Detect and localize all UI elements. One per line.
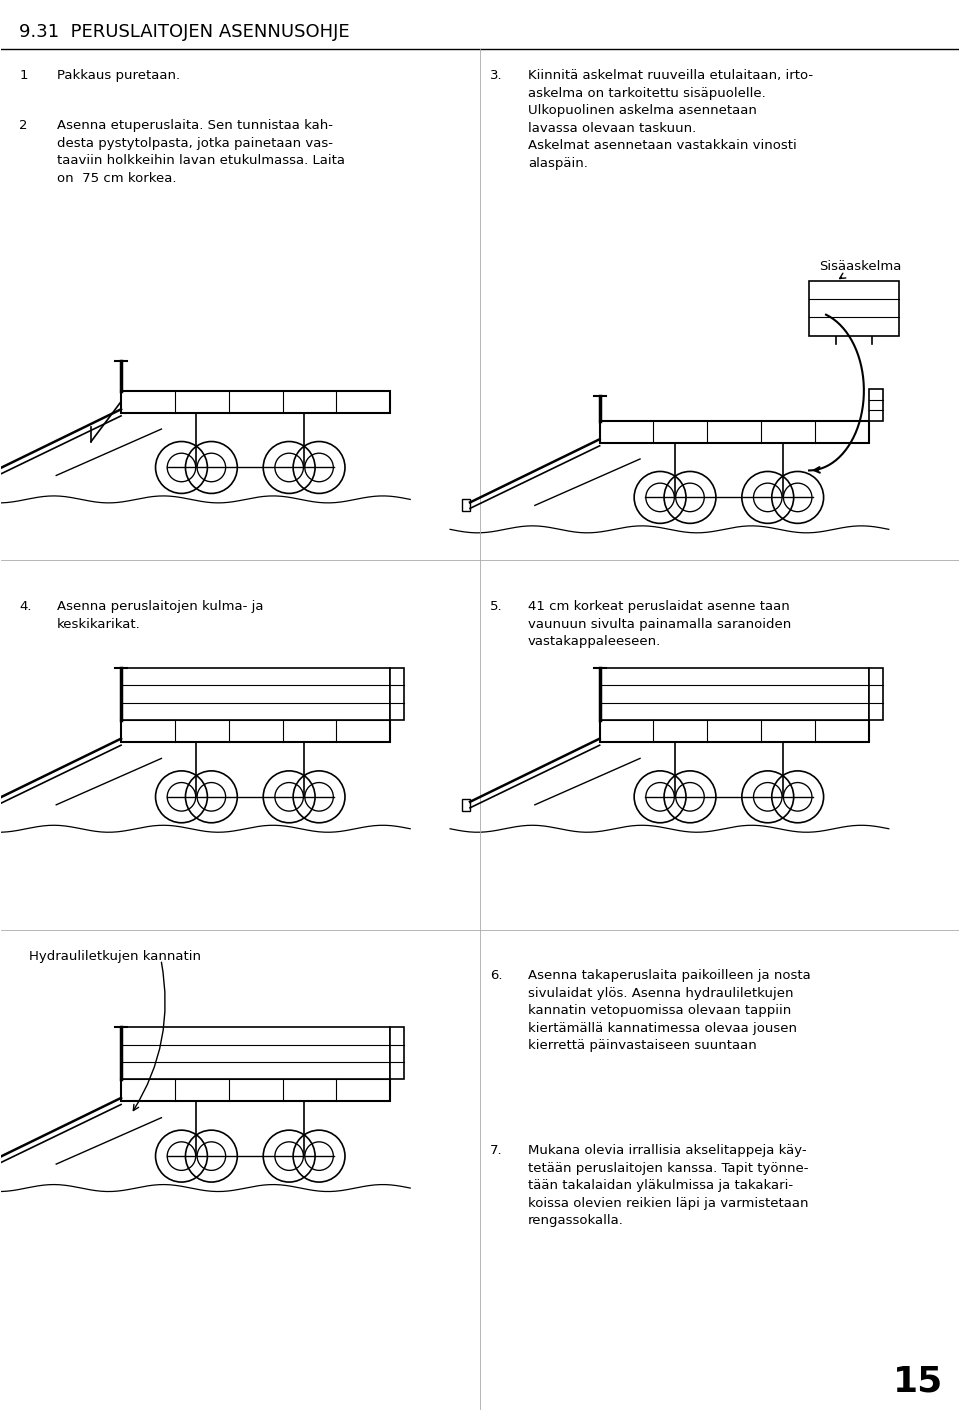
Bar — [462, 499, 470, 512]
Text: 6.: 6. — [490, 969, 502, 982]
Text: Pakkaus puretaan.: Pakkaus puretaan. — [58, 69, 180, 82]
Bar — [600, 421, 869, 442]
Bar — [121, 1080, 391, 1101]
Text: Mukana olevia irrallisia akselitappeja käy-
tetään peruslaitojen kanssa. Tapit t: Mukana olevia irrallisia akselitappeja k… — [528, 1145, 808, 1226]
Bar — [121, 390, 391, 413]
Text: Sisäaskelma: Sisäaskelma — [819, 260, 901, 273]
Bar — [869, 668, 883, 721]
Bar — [391, 668, 404, 721]
Bar — [391, 1027, 404, 1080]
Bar — [121, 668, 391, 721]
Text: Kiinnitä askelmat ruuveilla etulaitaan, irto-
askelma on tarkoitettu sisäpuolell: Kiinnitä askelmat ruuveilla etulaitaan, … — [528, 69, 813, 170]
Bar — [809, 281, 899, 336]
Text: Hydrauliletkujen kannatin: Hydrauliletkujen kannatin — [30, 950, 202, 962]
Text: Asenna takaperuslaita paikoilleen ja nosta
sivulaidat ylös. Asenna hydrauliletku: Asenna takaperuslaita paikoilleen ja nos… — [528, 969, 810, 1053]
Bar — [600, 668, 869, 721]
Text: 41 cm korkeat peruslaidat asenne taan
vaunuun sivulta painamalla saranoiden
vast: 41 cm korkeat peruslaidat asenne taan va… — [528, 601, 791, 649]
Text: 9.31  PERUSLAITOJEN ASENNUSOHJE: 9.31 PERUSLAITOJEN ASENNUSOHJE — [19, 24, 350, 41]
Text: 3.: 3. — [490, 69, 503, 82]
Bar — [462, 798, 470, 811]
Text: 5.: 5. — [490, 601, 503, 613]
Bar — [121, 1027, 391, 1080]
Text: 2: 2 — [19, 119, 28, 133]
Bar — [121, 721, 391, 742]
Bar — [869, 390, 883, 421]
Text: 1: 1 — [19, 69, 28, 82]
Text: 4.: 4. — [19, 601, 32, 613]
Bar — [600, 721, 869, 742]
Text: 15: 15 — [894, 1365, 944, 1399]
Text: 7.: 7. — [490, 1145, 503, 1157]
Text: Asenna peruslaitojen kulma- ja
keskikarikat.: Asenna peruslaitojen kulma- ja keskikari… — [58, 601, 264, 630]
Text: Asenna etuperuslaita. Sen tunnistaa kah-
desta pystytolpasta, jotka painetaan va: Asenna etuperuslaita. Sen tunnistaa kah-… — [58, 119, 346, 185]
